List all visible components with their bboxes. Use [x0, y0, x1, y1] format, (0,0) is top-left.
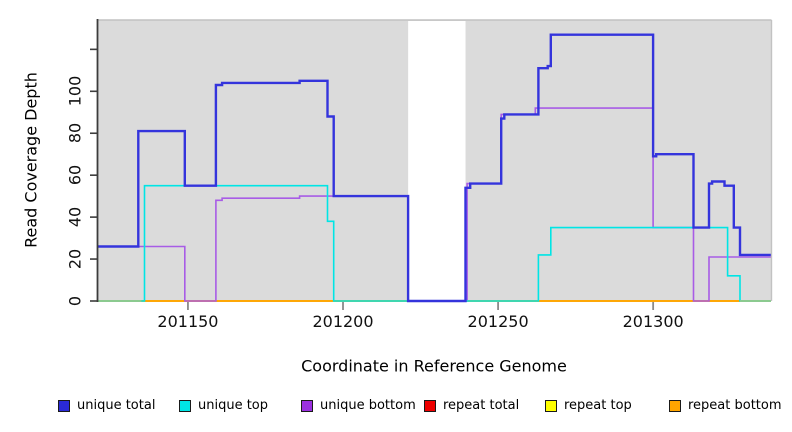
x-tick-label: 201150 [157, 312, 219, 331]
y-tick-label: 60 [65, 164, 85, 186]
x-tick-label: 201300 [622, 312, 684, 331]
y-tick-label: 100 [65, 76, 85, 107]
y-tick-label: 80 [65, 123, 85, 144]
y-axis-title: Read Coverage Depth [21, 72, 41, 248]
x-tick-label: 201250 [467, 312, 529, 331]
x-axis-title: Coordinate in Reference Genome [301, 356, 567, 376]
coverage-gap-band [408, 21, 466, 301]
series-unique-top [98, 184, 771, 302]
series-unique-bottom [98, 107, 771, 302]
y-tick-label: 0 [65, 295, 85, 307]
y-tick-label: 20 [65, 248, 85, 270]
series-unique-total [98, 33, 771, 303]
y-tick-label: 40 [65, 206, 85, 228]
x-tick-label: 201200 [312, 312, 374, 331]
